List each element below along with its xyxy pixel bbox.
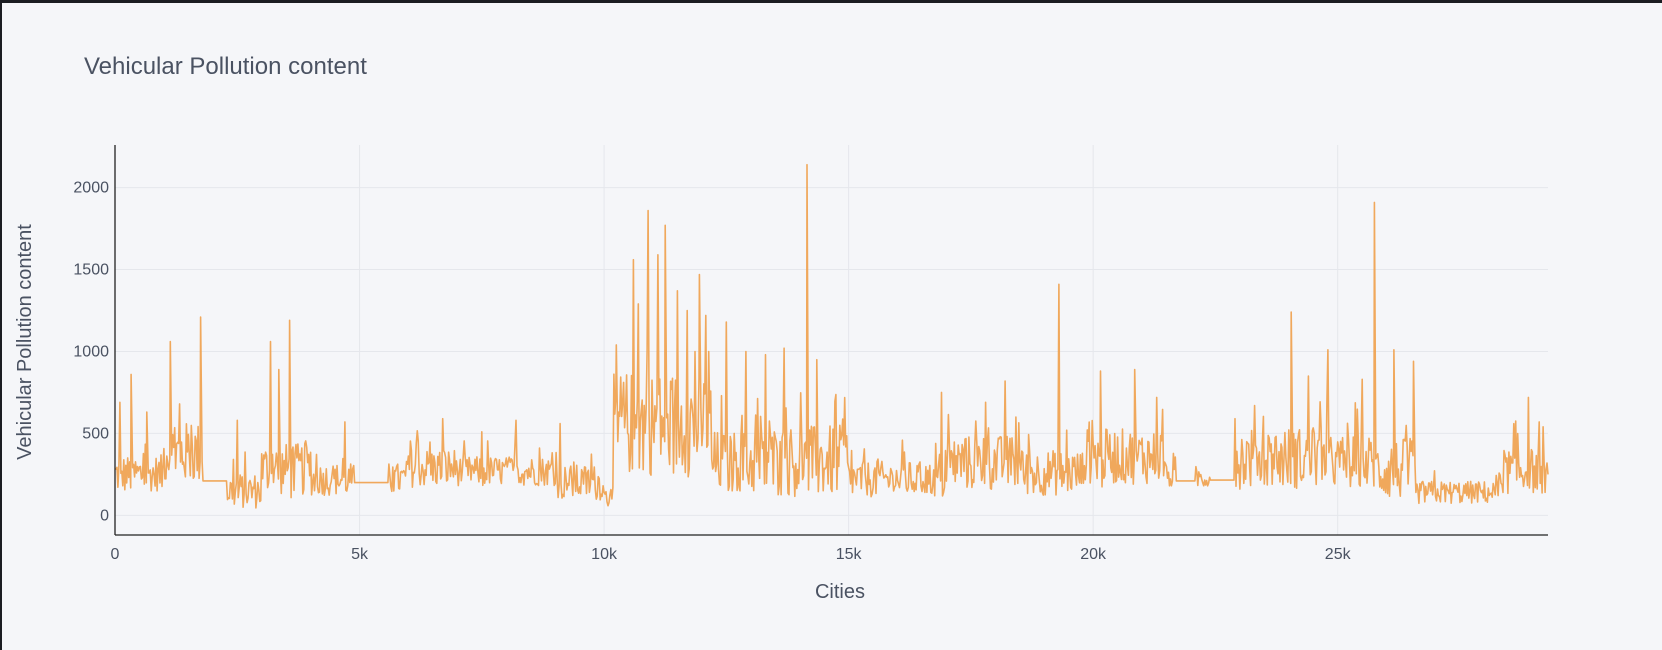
x-tick-label: 15k (836, 546, 863, 563)
grid-layer (114, 145, 1548, 535)
series-layer (114, 163, 1549, 509)
x-tick-label: 10k (591, 546, 618, 563)
x-tick-label: 5k (351, 546, 369, 563)
y-axis-title: Vehicular Pollution content (14, 224, 36, 460)
chart-title: Vehicular Pollution content (84, 53, 367, 80)
x-tick-label: 25k (1325, 546, 1352, 563)
y-tick-label: 2000 (73, 180, 109, 197)
y-tick-label: 0 (100, 507, 109, 524)
series-line (114, 163, 1549, 509)
y-tick-label: 500 (82, 425, 109, 442)
x-tick-label: 0 (111, 546, 120, 563)
x-tick-label: 20k (1080, 546, 1107, 563)
axis-layer: 0 500 1000 1500 2000 0 5k 10k 15k 20k 25k (73, 145, 1548, 563)
y-tick-label: 1500 (73, 262, 109, 279)
x-axis-title: Cities (815, 581, 865, 603)
y-tick-label: 1000 (73, 343, 109, 360)
